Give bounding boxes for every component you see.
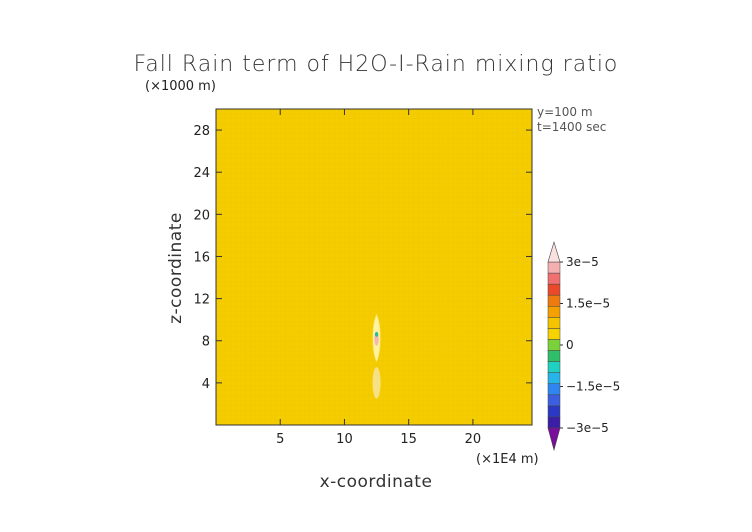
colorbar-segment (547, 272, 561, 285)
colorbar-segment (547, 394, 561, 407)
annotation-time: t=1400 sec (537, 120, 606, 134)
colorbar-segment (547, 294, 561, 307)
colorbar-segment (547, 339, 561, 351)
annotation-y-position: y=100 m (537, 105, 593, 119)
y-tick-label: 16 (193, 250, 210, 265)
y-tick-label: 28 (193, 124, 210, 139)
plot-area (215, 108, 533, 426)
x-tick-label: 15 (400, 432, 417, 447)
colorbar-segment (547, 372, 561, 384)
y-tick-label: 12 (193, 293, 210, 308)
plot-frame (215, 108, 533, 426)
colorbar-tick-label: 0 (566, 338, 574, 352)
colorbar-tick-label: −1.5e−5 (566, 380, 620, 394)
y-tick-label: 8 (202, 335, 210, 350)
x-tick-label: 10 (336, 432, 353, 447)
x-axis-unit: (×1E4 m) (476, 452, 539, 467)
colorbar-tick-label: 3e−5 (566, 255, 599, 269)
colorbar-segment (547, 306, 561, 318)
y-tick-label: 24 (193, 166, 210, 181)
y-tick-label: 20 (193, 208, 210, 223)
x-axis-ticks: 5 10 15 20 (276, 109, 481, 447)
colorbar-segment (547, 416, 561, 429)
colorbar-segment (547, 350, 561, 362)
colorbar-segment (547, 261, 561, 274)
y-axis-label: z-coordinate (166, 212, 186, 324)
colorbar-segment (547, 283, 561, 296)
y-tick-label: 4 (202, 377, 210, 392)
colorbar-tick-label: 1.5e−5 (566, 297, 610, 311)
y-axis-ticks: 4 8 12 16 20 24 28 (193, 124, 532, 392)
y-axis-unit: (×1000 m) (145, 79, 216, 94)
colorbar-segment (547, 328, 561, 340)
colorbar-segment (547, 405, 561, 418)
x-axis-label: x-coordinate (320, 472, 433, 492)
plume-peak (374, 332, 379, 337)
x-tick-label: 5 (276, 432, 284, 447)
colorbar-min-extension (547, 427, 561, 452)
plume-lower (372, 367, 381, 399)
colorbar-segment (547, 383, 561, 396)
colorbar: 3e−5 1.5e−5 0 −1.5e−5 −3e−5 (547, 240, 620, 452)
colorbar-segment (547, 317, 561, 329)
colorbar-max-extension (547, 240, 561, 263)
colorbar-segment (547, 361, 561, 373)
colorbar-tick-label: −3e−5 (566, 421, 609, 435)
x-tick-label: 20 (465, 432, 482, 447)
chart-title: Fall Rain term of H2O-I-Rain mixing rati… (134, 52, 619, 77)
